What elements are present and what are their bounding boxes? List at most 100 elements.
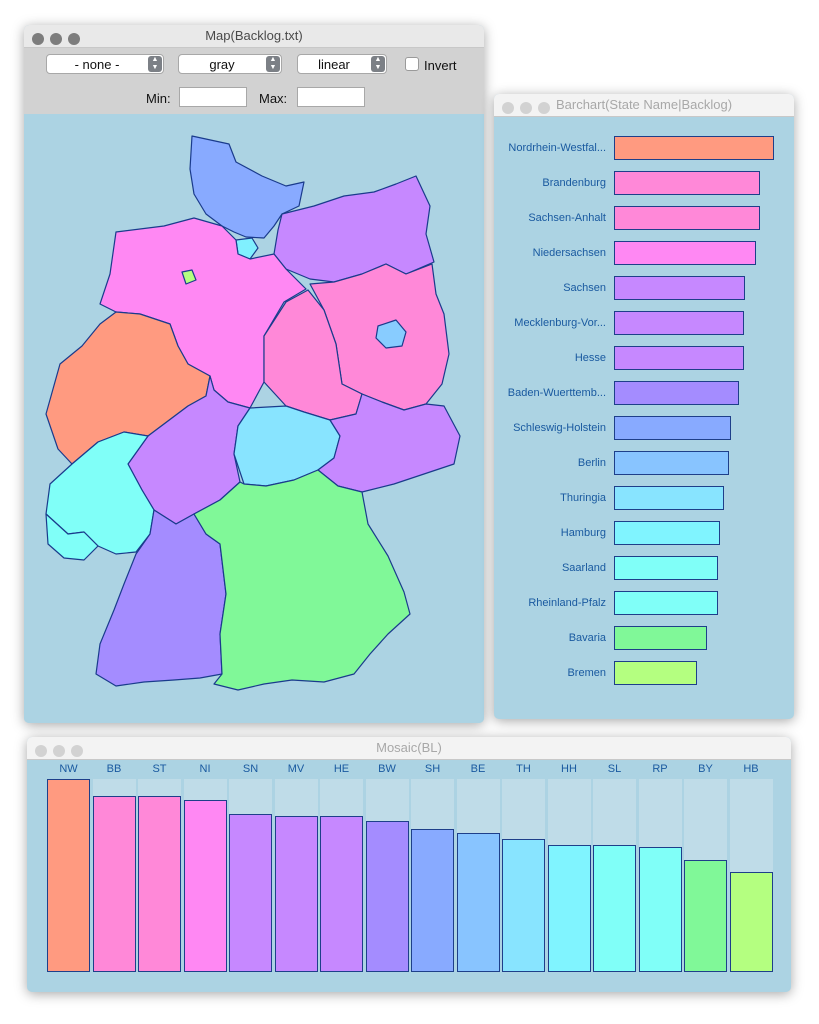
chevron-updown-icon: ▲ ▼ — [266, 56, 280, 72]
region-bavaria[interactable] — [193, 469, 411, 691]
min-input[interactable] — [179, 87, 247, 107]
bar-label: Baden-Wuerttemb... — [507, 387, 606, 399]
mosaic-column[interactable] — [456, 779, 500, 972]
mosaic-label: SH — [424, 763, 441, 775]
minimize-button[interactable] — [53, 745, 65, 757]
barchart-window-title: Barchart(State Name|Backlog) — [555, 97, 733, 112]
mosaic-column[interactable] — [47, 779, 90, 972]
mosaic-column[interactable] — [92, 779, 136, 972]
close-button[interactable] — [35, 745, 47, 757]
bar-label: Bavaria — [568, 632, 606, 644]
bar[interactable] — [614, 241, 756, 265]
mosaic-tile[interactable] — [502, 839, 545, 972]
bar-label: Mecklenburg-Vor... — [514, 317, 606, 329]
mosaic-tile[interactable] — [638, 847, 682, 972]
color-scheme-select-value: gray — [209, 57, 235, 72]
bar[interactable] — [614, 661, 697, 685]
scale-select[interactable]: linear ▲ ▼ — [297, 54, 387, 74]
bar-label: Nordrhein-Westfal... — [508, 142, 606, 154]
zoom-button[interactable] — [538, 102, 550, 114]
region-bremen[interactable] — [181, 269, 197, 285]
barchart-area[interactable]: Nordrhein-Westfal... Brandenburg Sachsen-A… — [494, 117, 794, 719]
bar[interactable] — [614, 521, 720, 545]
mosaic-tile[interactable] — [320, 816, 363, 972]
zoom-button[interactable] — [68, 33, 80, 45]
bar[interactable] — [614, 626, 707, 650]
mosaic-tile[interactable] — [274, 816, 318, 972]
region-schleswig-holstein[interactable] — [189, 135, 305, 239]
germany-map[interactable] — [24, 114, 484, 723]
bar[interactable] — [614, 556, 718, 580]
mosaic-tile[interactable] — [365, 821, 409, 972]
mosaic-tile[interactable] — [456, 833, 500, 972]
mosaic-column[interactable] — [274, 779, 318, 972]
bar[interactable] — [614, 311, 744, 335]
close-button[interactable] — [502, 102, 514, 114]
mosaic-tile[interactable] — [47, 779, 90, 972]
max-input[interactable] — [297, 87, 365, 107]
bar[interactable] — [614, 346, 744, 370]
barchart-window-titlebar[interactable]: Barchart(State Name|Backlog) — [494, 94, 794, 117]
bar-label: Schleswig-Holstein — [513, 422, 606, 434]
mosaic-area[interactable]: NW BB ST NI SN MV HE BW SH BE TH HH SL RP BY HB — [27, 760, 791, 992]
mosaic-column[interactable] — [729, 779, 773, 972]
mosaic-column[interactable] — [547, 779, 591, 972]
mosaic-column[interactable] — [183, 779, 227, 972]
mosaic-tile[interactable] — [593, 845, 636, 972]
bar[interactable] — [614, 136, 774, 160]
chevron-updown-icon: ▲ ▼ — [371, 56, 385, 72]
mosaic-tile[interactable] — [684, 860, 727, 972]
mosaic-tile[interactable] — [729, 872, 773, 972]
mosaic-window-titlebar[interactable]: Mosaic(BL) — [27, 737, 791, 760]
mosaic-tile[interactable] — [138, 796, 181, 972]
bar-label: Rheinland-Pfalz — [528, 597, 606, 609]
map-window: Map(Backlog.txt) - none - ▲ ▼ gray ▲ ▼ lin… — [24, 25, 484, 723]
map-canvas[interactable] — [24, 114, 484, 723]
category-select[interactable]: - none - ▲ ▼ — [46, 54, 164, 74]
chevron-updown-icon: ▲ ▼ — [148, 56, 162, 72]
bar-label: Sachsen-Anhalt — [528, 212, 606, 224]
bar[interactable] — [614, 486, 724, 510]
mosaic-tile[interactable] — [547, 845, 591, 972]
bar[interactable] — [614, 381, 739, 405]
region-sachsen[interactable] — [317, 393, 461, 493]
mosaic-column[interactable] — [229, 779, 272, 972]
mosaic-column[interactable] — [365, 779, 409, 972]
mosaic-tile[interactable] — [183, 800, 227, 972]
mosaic-tile[interactable] — [92, 796, 136, 972]
map-window-titlebar[interactable]: Map(Backlog.txt) — [24, 25, 484, 48]
mosaic-label: HB — [743, 763, 759, 775]
bar[interactable] — [614, 591, 718, 615]
mosaic-column[interactable] — [638, 779, 682, 972]
mosaic-column[interactable] — [411, 779, 454, 972]
mosaic-label: NI — [199, 763, 211, 775]
bar[interactable] — [614, 451, 729, 475]
minimize-button[interactable] — [520, 102, 532, 114]
mosaic-tile[interactable] — [229, 814, 272, 972]
mosaic-tile[interactable] — [411, 829, 454, 972]
mosaic-label: BW — [378, 763, 396, 775]
region-berlin[interactable] — [375, 319, 407, 349]
mosaic-column[interactable] — [502, 779, 545, 972]
mosaic-column[interactable] — [320, 779, 363, 972]
zoom-button[interactable] — [71, 745, 83, 757]
region-saarland[interactable] — [45, 513, 99, 561]
bar-label: Hamburg — [560, 527, 606, 539]
map-toolbar: - none - ▲ ▼ gray ▲ ▼ linear ▲ ▼ Invert Min… — [24, 48, 484, 114]
min-label: Min: — [146, 91, 171, 106]
close-button[interactable] — [32, 33, 44, 45]
minimize-button[interactable] — [50, 33, 62, 45]
mosaic-window: Mosaic(BL) NW BB ST NI SN MV HE BW SH BE TH HH SL RP B… — [27, 737, 791, 992]
mosaic-label: TH — [516, 763, 531, 775]
bar[interactable] — [614, 276, 745, 300]
invert-checkbox[interactable] — [405, 57, 419, 71]
bar[interactable] — [614, 171, 760, 195]
color-scheme-select[interactable]: gray ▲ ▼ — [178, 54, 282, 74]
mosaic-column[interactable] — [684, 779, 727, 972]
mosaic-column[interactable] — [138, 779, 181, 972]
mosaic-column[interactable] — [593, 779, 636, 972]
bar[interactable] — [614, 206, 760, 230]
map-window-title: Map(Backlog.txt) — [205, 28, 303, 43]
bar-label: Berlin — [577, 457, 606, 469]
bar[interactable] — [614, 416, 731, 440]
